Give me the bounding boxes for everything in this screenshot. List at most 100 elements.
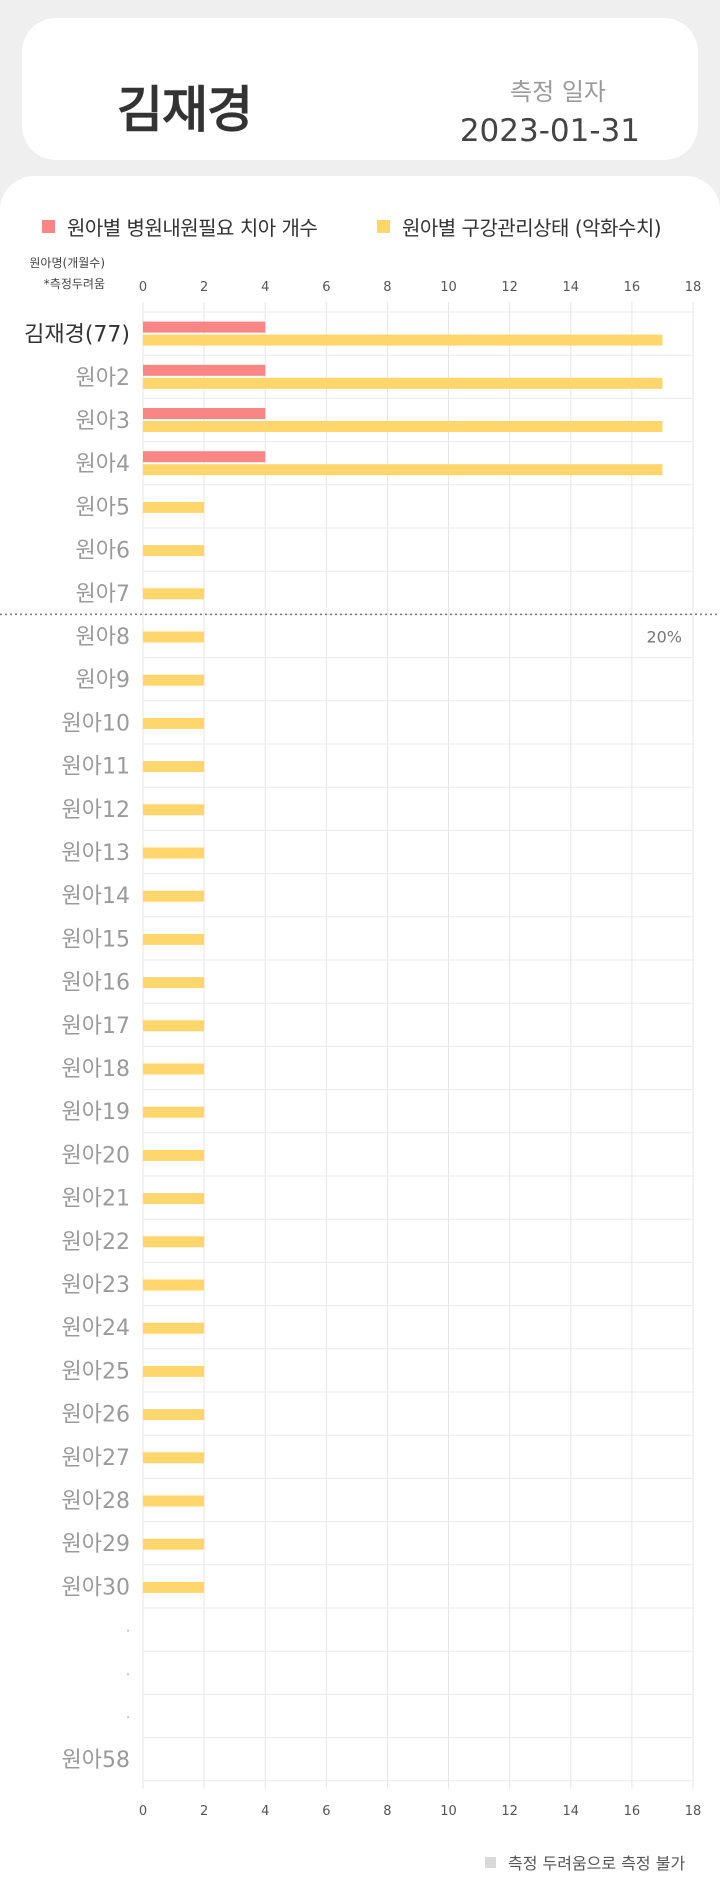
x-tick-top-7: 14 (563, 280, 580, 295)
category-label-27: 원아28 (62, 1489, 130, 1514)
x-axis-bottom: 0 2 4 6 8 10 12 14 16 18 (139, 1804, 701, 1819)
bar-oral-27 (143, 1495, 205, 1507)
bar-oral-4 (143, 501, 205, 513)
bar-oral-15 (143, 977, 205, 989)
bar-hospital-2 (143, 408, 266, 419)
category-label-9: 원아10 (62, 711, 130, 736)
category-label-26: 원아27 (62, 1446, 130, 1471)
measurement-date-label: 측정 일자 (510, 78, 606, 106)
category-label-30: . (126, 1621, 130, 1635)
x-tick-bottom-1: 2 (200, 1804, 208, 1819)
bar-oral-8 (143, 674, 205, 686)
bar-oral-24 (143, 1365, 205, 1377)
bar-oral-16 (143, 1020, 205, 1032)
x-tick-top-2: 4 (261, 280, 269, 295)
bar-oral-28 (143, 1538, 205, 1550)
category-label-19: 원아20 (62, 1143, 130, 1168)
x-tick-top-5: 10 (440, 280, 457, 295)
category-label-24: 원아25 (62, 1359, 130, 1384)
bar-oral-25 (143, 1409, 205, 1421)
bar-oral-3 (143, 464, 663, 476)
category-label-17: 원아18 (62, 1057, 130, 1082)
x-axis-top: 0 2 4 6 8 10 12 14 16 18 (139, 280, 701, 295)
bar-oral-10 (143, 761, 205, 773)
category-label-3: 원아4 (76, 452, 130, 477)
bar-oral-26 (143, 1452, 205, 1464)
bar-oral-20 (143, 1193, 205, 1205)
x-tick-bottom-4: 8 (383, 1804, 391, 1819)
header-card: 김재경 측정 일자 2023-01-31 (22, 18, 698, 160)
footnote: 측정 두려움으로 측정 불가 (485, 1850, 685, 1874)
x-tick-bottom-8: 16 (624, 1804, 641, 1819)
x-tick-top-3: 6 (322, 280, 330, 295)
category-label-11: 원아12 (62, 798, 130, 823)
x-tick-top-8: 16 (624, 280, 641, 295)
footnote-swatch (485, 1856, 496, 1868)
x-tick-bottom-5: 10 (440, 1804, 457, 1819)
category-label-0: 김재경(77) (24, 323, 130, 348)
category-label-31: . (126, 1664, 130, 1678)
x-tick-top-4: 8 (383, 280, 391, 295)
category-label-2: 원아3 (76, 409, 130, 434)
bar-hospital-0 (143, 321, 266, 333)
grid-lines (142, 302, 694, 1789)
child-name: 김재경 (117, 81, 253, 139)
chart-card: 원아별 병원내원필요 치아 개수 원아별 구강관리상태 (악화수치) 원아명(개… (0, 176, 720, 1902)
bar-oral-21 (143, 1236, 205, 1248)
bar-oral-0 (143, 334, 663, 346)
bar-oral-1 (143, 377, 663, 389)
bars (143, 321, 663, 1593)
category-label-22: 원아23 (62, 1273, 130, 1298)
measurement-date-value: 2023-01-31 (459, 113, 640, 149)
bar-oral-6 (143, 588, 205, 600)
bar-oral-19 (143, 1149, 205, 1161)
legend-swatch-hospital-teeth (42, 220, 55, 233)
x-tick-top-9: 18 (685, 280, 702, 295)
category-label-4: 원아5 (76, 495, 130, 520)
bar-oral-29 (143, 1581, 205, 1593)
x-tick-bottom-6: 12 (501, 1804, 518, 1819)
category-label-29: 원아30 (62, 1575, 130, 1600)
legend-item-hospital-teeth: 원아별 병원내원필요 치아 개수 (42, 212, 318, 241)
bar-oral-17 (143, 1063, 205, 1075)
legend-label-oral-care: 원아별 구강관리상태 (악화수치) (402, 216, 662, 240)
bar-oral-7 (143, 631, 205, 643)
legend-swatch-oral-care (377, 220, 390, 233)
category-label-23: 원아24 (62, 1316, 130, 1341)
x-tick-bottom-3: 6 (322, 1804, 330, 1819)
legend-label-hospital-teeth: 원아별 병원내원필요 치아 개수 (67, 216, 318, 240)
category-label-33: 원아58 (62, 1748, 130, 1773)
category-label-14: 원아15 (62, 927, 130, 952)
category-label-10: 원아11 (62, 755, 130, 780)
x-tick-top-1: 2 (200, 280, 208, 295)
category-label-8: 원아9 (76, 668, 130, 693)
x-tick-bottom-9: 18 (685, 1804, 702, 1819)
bar-chart: 원아명(개월수) *측정두려움 0 2 4 6 8 10 12 14 16 18 0 2 4 6 8 10 1… (0, 256, 720, 1819)
category-label-28: 원아29 (62, 1532, 130, 1557)
legend-item-oral-care: 원아별 구강관리상태 (악화수치) (377, 212, 662, 241)
x-tick-bottom-2: 4 (261, 1804, 269, 1819)
category-label-12: 원아13 (62, 841, 130, 866)
category-label-5: 원아6 (76, 539, 130, 564)
percentile-annotation: 20% (646, 627, 682, 646)
bar-hospital-1 (143, 364, 266, 376)
row-header-line2: *측정두려움 (44, 277, 105, 291)
row-header-line1: 원아명(개월수) (29, 256, 105, 270)
x-tick-top-0: 0 (139, 280, 147, 295)
bar-oral-12 (143, 847, 205, 859)
category-label-16: 원아17 (62, 1014, 130, 1039)
bar-oral-9 (143, 717, 205, 729)
bar-oral-5 (143, 545, 205, 557)
bar-oral-23 (143, 1322, 205, 1334)
bar-oral-22 (143, 1279, 205, 1291)
x-tick-top-6: 12 (501, 280, 518, 295)
category-label-6: 원아7 (76, 582, 130, 607)
bar-oral-2 (143, 421, 663, 432)
x-tick-bottom-0: 0 (139, 1804, 147, 1819)
bar-oral-13 (143, 890, 205, 902)
category-labels: 김재경(77) 원아2 원아3 원아4 원아5 원아6 원아7 원아8 원아9 원아10 원아11 원… (24, 323, 130, 1774)
footnote-text: 측정 두려움으로 측정 불가 (508, 1854, 686, 1873)
category-label-1: 원아2 (76, 366, 130, 391)
category-label-21: 원아22 (62, 1230, 130, 1255)
bar-oral-11 (143, 804, 205, 816)
